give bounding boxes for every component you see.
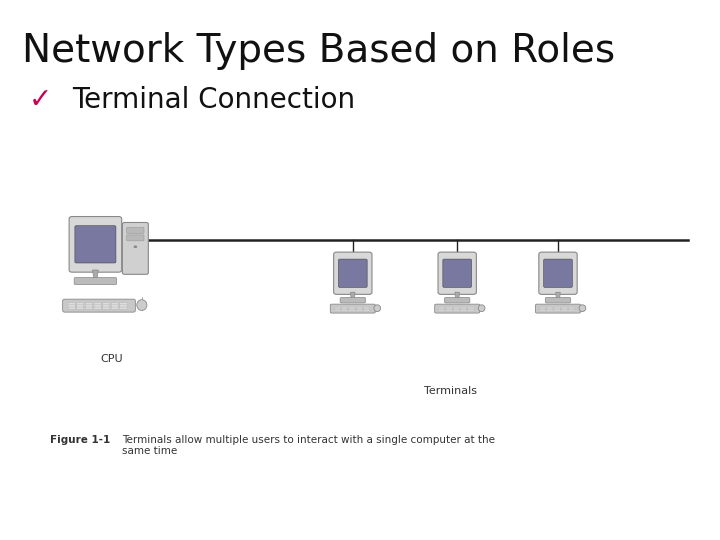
FancyBboxPatch shape bbox=[438, 252, 477, 294]
FancyBboxPatch shape bbox=[68, 302, 75, 305]
FancyBboxPatch shape bbox=[453, 307, 459, 309]
FancyBboxPatch shape bbox=[539, 307, 546, 309]
FancyBboxPatch shape bbox=[453, 309, 459, 311]
FancyBboxPatch shape bbox=[111, 302, 119, 305]
FancyBboxPatch shape bbox=[539, 309, 546, 311]
FancyBboxPatch shape bbox=[340, 298, 366, 303]
FancyBboxPatch shape bbox=[103, 302, 110, 305]
FancyBboxPatch shape bbox=[334, 309, 341, 311]
FancyBboxPatch shape bbox=[461, 309, 467, 311]
FancyBboxPatch shape bbox=[120, 302, 127, 305]
FancyBboxPatch shape bbox=[127, 227, 144, 233]
FancyBboxPatch shape bbox=[356, 309, 362, 311]
FancyBboxPatch shape bbox=[68, 307, 75, 309]
FancyBboxPatch shape bbox=[468, 309, 474, 311]
FancyBboxPatch shape bbox=[94, 307, 101, 309]
Polygon shape bbox=[351, 292, 355, 299]
Text: ✓: ✓ bbox=[29, 86, 52, 114]
FancyBboxPatch shape bbox=[334, 307, 341, 309]
FancyBboxPatch shape bbox=[341, 307, 348, 309]
FancyBboxPatch shape bbox=[562, 309, 567, 311]
FancyBboxPatch shape bbox=[63, 299, 135, 312]
FancyBboxPatch shape bbox=[443, 259, 472, 287]
FancyBboxPatch shape bbox=[438, 307, 445, 309]
FancyBboxPatch shape bbox=[435, 304, 480, 313]
Text: Terminal Connection: Terminal Connection bbox=[72, 86, 355, 114]
Ellipse shape bbox=[374, 305, 381, 312]
FancyBboxPatch shape bbox=[444, 298, 470, 303]
Text: Terminals allow multiple users to interact with a single computer at the
same ti: Terminals allow multiple users to intera… bbox=[122, 435, 495, 456]
FancyBboxPatch shape bbox=[127, 235, 144, 241]
FancyBboxPatch shape bbox=[546, 307, 553, 309]
Text: Terminals: Terminals bbox=[423, 386, 477, 396]
FancyBboxPatch shape bbox=[364, 309, 370, 311]
FancyBboxPatch shape bbox=[85, 305, 92, 307]
Polygon shape bbox=[92, 270, 98, 280]
FancyBboxPatch shape bbox=[120, 307, 127, 309]
Text: Figure 1-1: Figure 1-1 bbox=[50, 435, 111, 445]
FancyBboxPatch shape bbox=[348, 309, 355, 311]
FancyBboxPatch shape bbox=[554, 307, 560, 309]
FancyBboxPatch shape bbox=[341, 309, 348, 311]
Ellipse shape bbox=[478, 305, 485, 312]
FancyBboxPatch shape bbox=[356, 307, 362, 309]
FancyBboxPatch shape bbox=[68, 305, 75, 307]
FancyBboxPatch shape bbox=[546, 309, 553, 311]
FancyBboxPatch shape bbox=[348, 307, 355, 309]
FancyBboxPatch shape bbox=[69, 217, 122, 272]
Polygon shape bbox=[455, 292, 459, 299]
FancyBboxPatch shape bbox=[76, 305, 84, 307]
FancyBboxPatch shape bbox=[461, 307, 467, 309]
FancyBboxPatch shape bbox=[446, 309, 452, 311]
FancyBboxPatch shape bbox=[438, 309, 445, 311]
FancyBboxPatch shape bbox=[76, 302, 84, 305]
FancyBboxPatch shape bbox=[85, 302, 92, 305]
FancyBboxPatch shape bbox=[338, 259, 367, 287]
FancyBboxPatch shape bbox=[569, 307, 575, 309]
FancyBboxPatch shape bbox=[539, 252, 577, 294]
FancyBboxPatch shape bbox=[536, 304, 580, 313]
FancyBboxPatch shape bbox=[111, 307, 119, 309]
FancyBboxPatch shape bbox=[562, 307, 567, 309]
FancyBboxPatch shape bbox=[94, 305, 101, 307]
FancyBboxPatch shape bbox=[111, 305, 119, 307]
FancyBboxPatch shape bbox=[468, 307, 474, 309]
Ellipse shape bbox=[134, 245, 138, 248]
FancyBboxPatch shape bbox=[120, 305, 127, 307]
FancyBboxPatch shape bbox=[569, 309, 575, 311]
FancyBboxPatch shape bbox=[76, 307, 84, 309]
FancyBboxPatch shape bbox=[333, 252, 372, 294]
FancyBboxPatch shape bbox=[330, 304, 375, 313]
Text: CPU: CPU bbox=[100, 354, 123, 364]
FancyBboxPatch shape bbox=[94, 302, 101, 305]
FancyBboxPatch shape bbox=[103, 305, 110, 307]
FancyBboxPatch shape bbox=[544, 259, 572, 287]
FancyBboxPatch shape bbox=[85, 307, 92, 309]
FancyBboxPatch shape bbox=[75, 226, 116, 263]
FancyBboxPatch shape bbox=[545, 298, 571, 303]
Ellipse shape bbox=[579, 305, 586, 312]
FancyBboxPatch shape bbox=[103, 307, 110, 309]
Ellipse shape bbox=[137, 300, 147, 310]
FancyBboxPatch shape bbox=[122, 222, 148, 274]
Text: Network Types Based on Roles: Network Types Based on Roles bbox=[22, 32, 615, 70]
FancyBboxPatch shape bbox=[74, 278, 117, 285]
FancyBboxPatch shape bbox=[554, 309, 560, 311]
FancyBboxPatch shape bbox=[364, 307, 370, 309]
Polygon shape bbox=[556, 292, 560, 299]
FancyBboxPatch shape bbox=[446, 307, 452, 309]
